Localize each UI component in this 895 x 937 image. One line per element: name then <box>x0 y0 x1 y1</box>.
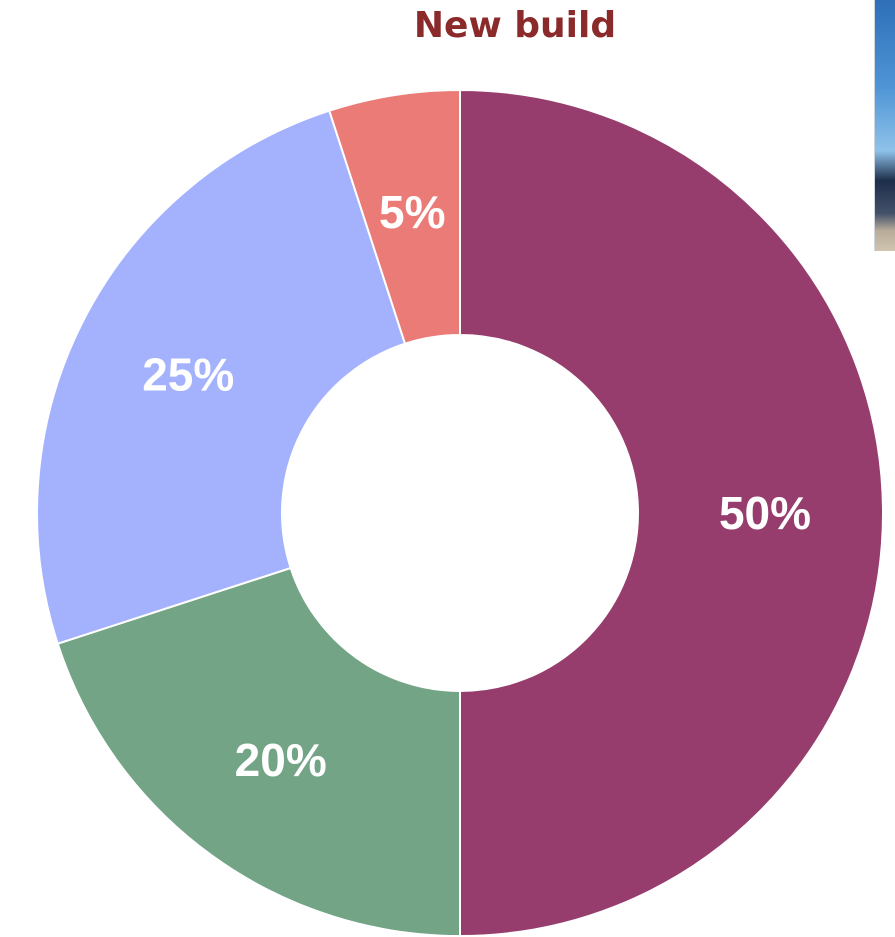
slice-label-3: 5% <box>379 186 445 238</box>
donut-slice-2 <box>36 109 407 645</box>
slice-label-2: 25% <box>142 349 234 401</box>
donut-slice-3 <box>328 88 461 345</box>
donut-slices <box>36 88 884 937</box>
slice-label-1: 20% <box>235 734 327 786</box>
chart-title: New build <box>413 5 617 46</box>
donut-labels: 50% 20% 25% 5% <box>142 186 811 786</box>
donut-slice-0 <box>459 88 884 937</box>
cropped-photo-thumbnail <box>874 0 895 251</box>
slice-label-0: 50% <box>719 487 811 539</box>
donut-slice-1 <box>56 566 461 937</box>
